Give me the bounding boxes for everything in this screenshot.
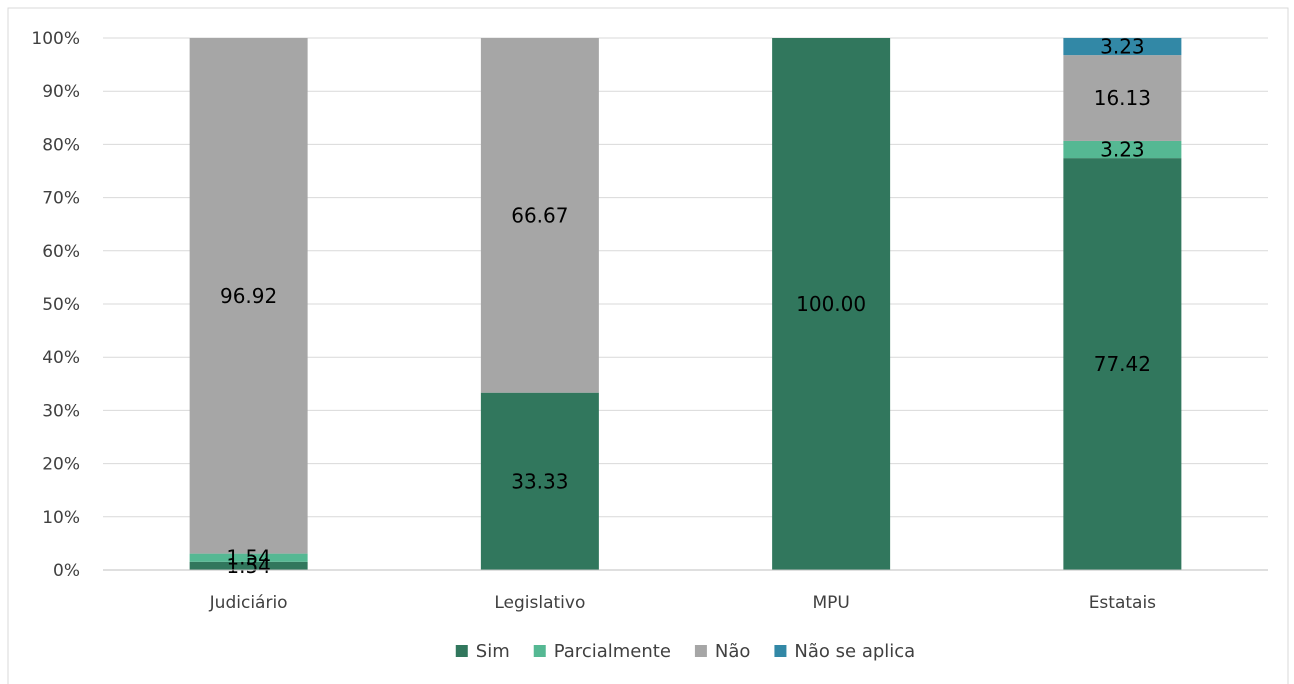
bar-segment xyxy=(1063,55,1182,141)
bar-segment xyxy=(189,561,308,570)
legend-label: Não se aplica xyxy=(794,641,915,662)
legend-swatch xyxy=(694,645,707,657)
data-labels: 1.541.54 96.92 33.33 66.67 100.00 77.42 3.23 16… xyxy=(220,35,1151,578)
y-tick-label: 80% xyxy=(42,135,80,155)
x-tick-label: Legislativo xyxy=(494,593,585,613)
bar-segment xyxy=(189,553,308,562)
bar-segment xyxy=(480,38,599,393)
bar-segment xyxy=(1063,140,1182,159)
y-tick-label: 90% xyxy=(42,82,80,102)
legend-label: Não xyxy=(715,641,751,662)
y-tick-label: 20% xyxy=(42,455,80,475)
bar-segment xyxy=(480,392,599,570)
y-tick-label: 100% xyxy=(31,29,80,49)
x-tick-label: Estatais xyxy=(1089,593,1156,613)
legend: Sim Parcialmente Não Não se aplica xyxy=(455,641,915,662)
legend-swatch xyxy=(774,645,787,657)
legend-item: Parcialmente xyxy=(533,641,671,662)
legend-item: Não xyxy=(694,641,751,662)
legend-item: Não se aplica xyxy=(774,641,915,662)
bar-segment xyxy=(772,38,891,570)
data-label: 16.13 xyxy=(1094,86,1151,110)
legend-item: Sim xyxy=(455,641,510,662)
y-tick-label: 70% xyxy=(42,189,80,209)
data-label: 1.54 xyxy=(226,554,271,578)
y-tick-label: 50% xyxy=(42,295,80,315)
bar-segment xyxy=(1063,158,1182,570)
x-tick-label: Judiciário xyxy=(209,593,288,613)
y-tick-label: 40% xyxy=(42,348,80,368)
y-tick-label: 30% xyxy=(42,401,80,421)
x-tick-label: MPU xyxy=(812,593,849,613)
y-tick-label: 0% xyxy=(53,561,80,581)
data-label: 3.23 xyxy=(1100,35,1145,59)
data-label: 1.54 xyxy=(226,546,271,570)
data-label: 66.67 xyxy=(511,203,568,227)
legend-swatch xyxy=(455,645,468,657)
bars xyxy=(189,37,1182,570)
data-label: 96.92 xyxy=(220,284,277,308)
y-tick-label: 60% xyxy=(42,242,80,262)
legend-label: Parcialmente xyxy=(554,641,671,662)
data-label: 77.42 xyxy=(1094,352,1151,376)
legend-swatch xyxy=(533,645,546,657)
bar-segment xyxy=(189,38,308,554)
data-label: 3.23 xyxy=(1100,138,1145,162)
data-label: 33.33 xyxy=(511,469,568,493)
y-tick-label: 10% xyxy=(42,508,80,528)
legend-label: Sim xyxy=(476,641,510,662)
axes: 0% 10% 20% 30% 40% 50% 60% 70% 80% 90% 100% Judiciá… xyxy=(31,29,1268,613)
data-label: 100.00 xyxy=(796,292,866,316)
bar-segment xyxy=(1063,37,1182,56)
